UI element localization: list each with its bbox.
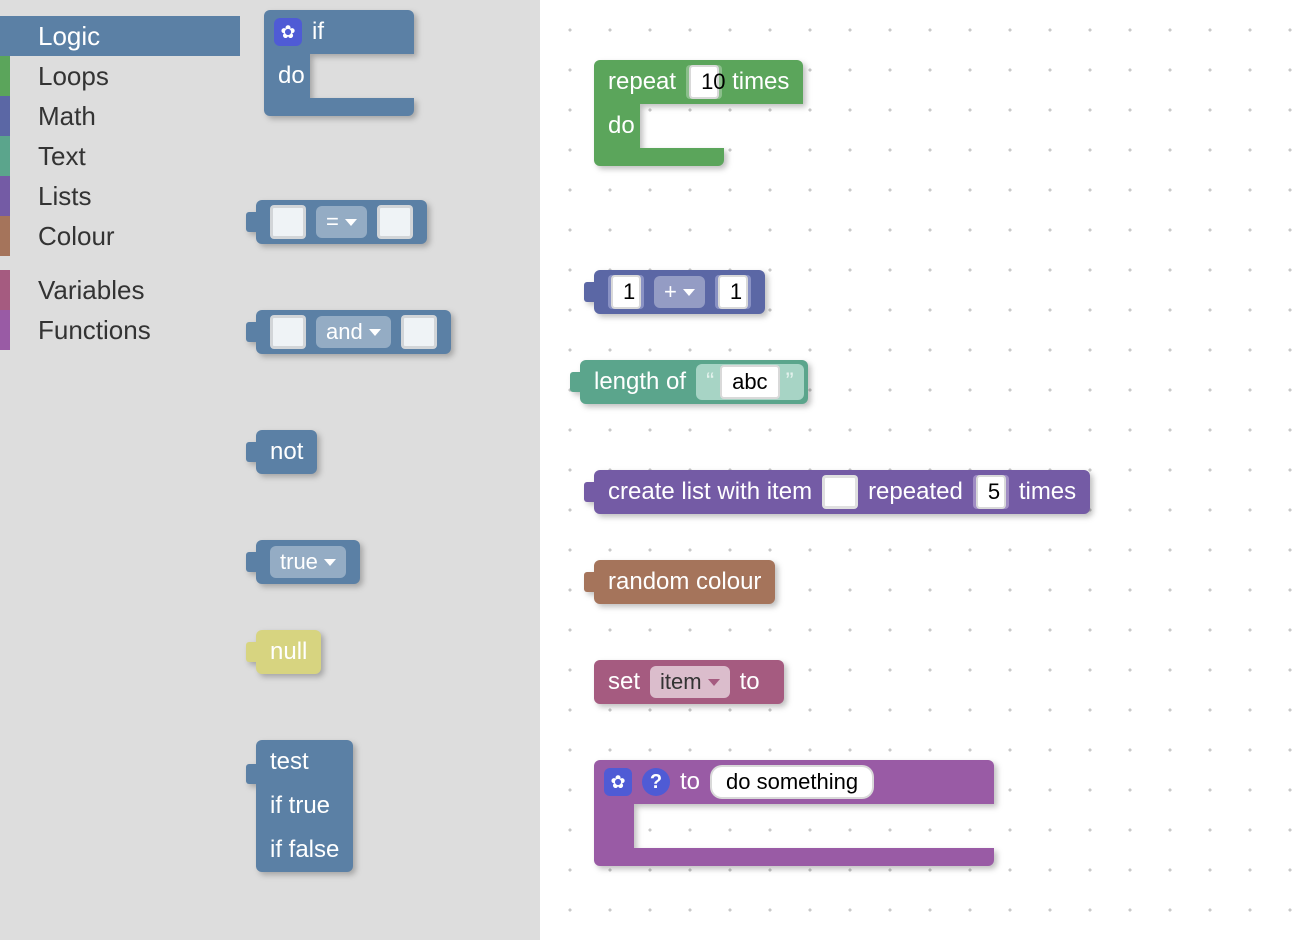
repeat-label: repeat [608, 68, 676, 96]
math-op-dropdown[interactable]: + [654, 276, 705, 308]
category-label: Colour [10, 221, 115, 252]
block-null[interactable]: null [256, 630, 321, 674]
help-icon[interactable]: ? [642, 768, 670, 796]
ternary-true-label: if true [270, 792, 330, 820]
category-lists[interactable]: Lists [0, 176, 240, 216]
math-a-field[interactable]: 1 [611, 275, 641, 309]
category-label: Lists [10, 181, 91, 212]
repeat-do-label: do [608, 112, 635, 140]
do-label: do [278, 62, 305, 90]
length-label: length of [594, 368, 686, 396]
block-ternary[interactable]: test if true if false [256, 740, 353, 872]
category-logic[interactable]: Logic [0, 16, 240, 56]
block-set-variable[interactable]: set item to [594, 660, 784, 704]
category-swatch [0, 310, 10, 350]
block-list-repeat[interactable]: create list with item repeated 5 times [594, 470, 1090, 514]
compare-op-dropdown[interactable]: = [316, 206, 367, 238]
block-math-arith[interactable]: 1 + 1 [594, 270, 765, 314]
category-functions[interactable]: Functions [0, 310, 240, 350]
category-swatch [0, 136, 10, 176]
category-label: Logic [10, 21, 100, 52]
not-label: not [270, 438, 303, 466]
text-value-field[interactable]: abc [720, 365, 779, 399]
category-swatch [0, 270, 10, 310]
category-swatch [0, 216, 10, 256]
gear-icon[interactable]: ✿ [604, 768, 632, 796]
func-name-field[interactable]: do something [710, 765, 874, 799]
block-if[interactable]: ✿ if do [264, 10, 414, 116]
repeat-count-socket[interactable]: 10 [686, 65, 722, 99]
category-label: Variables [10, 275, 144, 306]
to-label: to [740, 668, 760, 696]
block-function-def[interactable]: ✿ ? to do something [594, 760, 994, 866]
list-count-field[interactable]: 5 [976, 475, 1006, 509]
var-name-dropdown[interactable]: item [650, 666, 730, 698]
category-swatch [0, 16, 10, 56]
bool-dropdown[interactable]: true [270, 546, 346, 578]
category-loops[interactable]: Loops [0, 56, 240, 96]
block-text-length[interactable]: length of “ abc ” [580, 360, 808, 404]
category-label: Loops [10, 61, 109, 92]
category-swatch [0, 96, 10, 136]
colour-label: random colour [608, 568, 761, 596]
category-variables[interactable]: Variables [0, 270, 240, 310]
block-random-colour[interactable]: random colour [594, 560, 775, 604]
logic-op-dropdown[interactable]: and [316, 316, 391, 348]
category-label: Text [10, 141, 86, 172]
block-logic-op[interactable]: and [256, 310, 451, 354]
logic-socket-a[interactable] [270, 315, 306, 349]
block-bool[interactable]: true [256, 540, 360, 584]
category-colour[interactable]: Colour [0, 216, 240, 256]
repeat-times-label: times [732, 68, 789, 96]
category-label: Math [10, 101, 96, 132]
category-swatch [0, 56, 10, 96]
category-math[interactable]: Math [0, 96, 240, 136]
compare-socket-a[interactable] [270, 205, 306, 239]
list-l1: create list with item [608, 478, 812, 506]
quote-open-icon: “ [706, 368, 714, 396]
toolbox-sidebar: Logic Loops Math Text Lists Colour Variables Fu… [0, 0, 240, 940]
list-item-socket[interactable] [822, 475, 858, 509]
category-swatch [0, 176, 10, 216]
list-l2: repeated [868, 478, 963, 506]
category-text[interactable]: Text [0, 136, 240, 176]
toolbox-flyout: ✿ if do = [240, 0, 540, 940]
quote-close-icon: ” [786, 368, 794, 396]
block-compare[interactable]: = [256, 200, 427, 244]
block-not[interactable]: not [256, 430, 317, 474]
repeat-count-field[interactable]: 10 [689, 65, 719, 99]
compare-socket-b[interactable] [377, 205, 413, 239]
ternary-test-socket[interactable] [325, 745, 347, 779]
list-l3: times [1019, 478, 1076, 506]
if-label: if [312, 18, 324, 46]
set-label: set [608, 668, 640, 696]
text-literal-block[interactable]: “ abc ” [696, 364, 803, 400]
func-to-label: to [680, 768, 700, 796]
category-label: Functions [10, 315, 151, 346]
ternary-test-label: test [270, 748, 309, 776]
workspace[interactable]: repeat 10 times do 1 [540, 0, 1292, 940]
block-repeat[interactable]: repeat 10 times do [594, 60, 803, 166]
math-b-field[interactable]: 1 [718, 275, 748, 309]
gear-icon[interactable]: ✿ [274, 18, 302, 46]
ternary-false-label: if false [270, 836, 339, 864]
null-label: null [270, 638, 307, 666]
logic-socket-b[interactable] [401, 315, 437, 349]
